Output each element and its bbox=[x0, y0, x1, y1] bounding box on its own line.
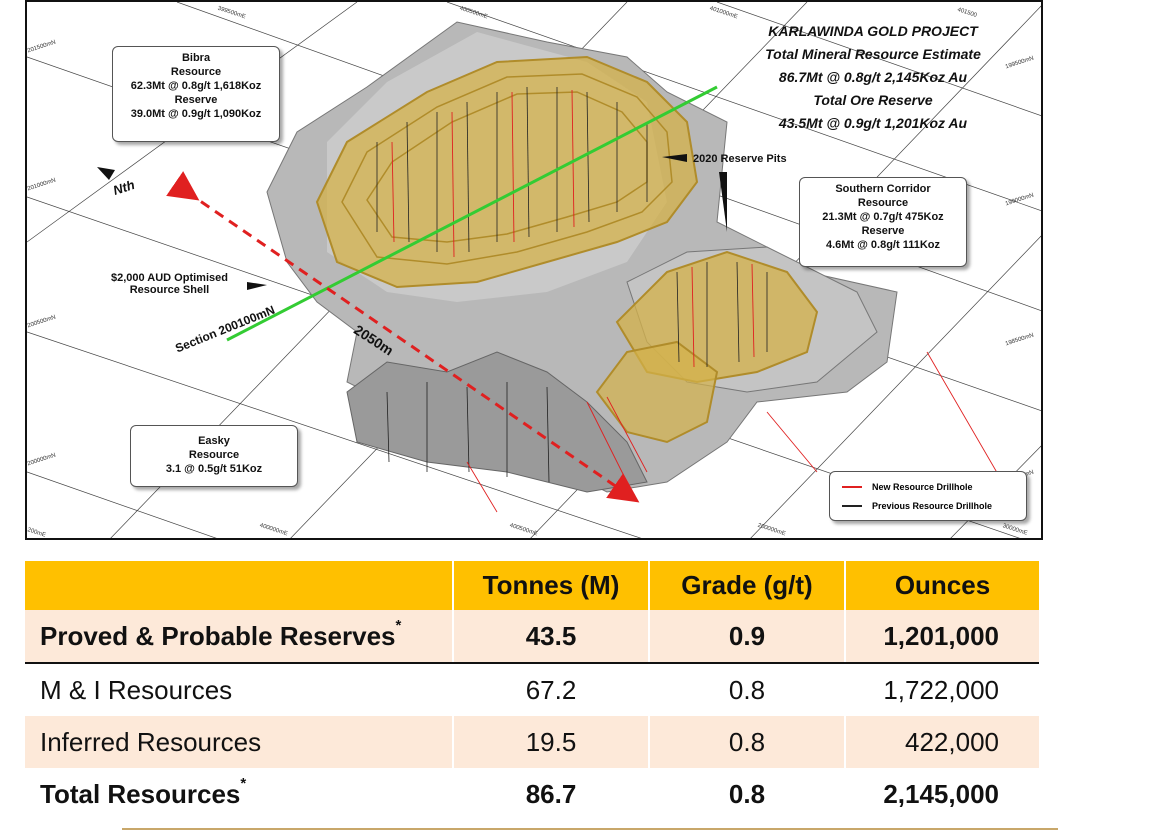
tonnes-cell: 43.5 bbox=[453, 610, 650, 664]
north-arrow-icon bbox=[97, 167, 115, 180]
grade-cell: 0.8 bbox=[649, 768, 846, 820]
row-label-text: Inferred Resources bbox=[40, 726, 262, 757]
callout-line: 21.3Mt @ 0.7g/t 475Koz bbox=[822, 211, 944, 223]
footnote-mark: * bbox=[240, 774, 247, 792]
row-label: Proved & Probable Reserves* bbox=[25, 610, 454, 664]
callout-line: Easky bbox=[198, 435, 230, 447]
tonnes-cell: 19.5 bbox=[453, 716, 650, 768]
row-label: M & I Resources bbox=[25, 663, 454, 716]
table-row: Total Resources* 86.7 0.8 2,145,000 bbox=[25, 768, 1039, 820]
callout-line: 39.0Mt @ 0.9g/t 1,090Koz bbox=[130, 108, 262, 120]
ounces-cell: 2,145,000 bbox=[845, 768, 1039, 820]
callout-line: Reserve bbox=[174, 94, 218, 106]
row-label-text: M & I Resources bbox=[40, 674, 233, 705]
tonnes-cell: 86.7 bbox=[453, 768, 650, 820]
legend-label: New Resource Drillhole bbox=[872, 482, 973, 492]
pits-pointer bbox=[662, 154, 687, 162]
shell-pointer bbox=[247, 282, 267, 290]
legend-label: Previous Resource Drillhole bbox=[872, 501, 993, 511]
summary-line: Total Ore Reserve bbox=[813, 92, 933, 108]
table-row: Proved & Probable Reserves* 43.5 0.9 1,2… bbox=[25, 610, 1039, 664]
row-label-text: Total Resources bbox=[40, 778, 241, 809]
drillhole-legend: New Resource Drillhole Previous Resource… bbox=[829, 471, 1027, 521]
summary-line: Total Mineral Resource Estimate bbox=[765, 46, 981, 62]
summary-line: 86.7Mt @ 0.8g/t 2,145Koz Au bbox=[778, 69, 968, 85]
header-tonnes: Tonnes (M) bbox=[453, 561, 650, 610]
project-summary: KARLAWINDA GOLD PROJECT Total Mineral Re… bbox=[733, 20, 1013, 135]
callout-line: 62.3Mt @ 0.8g/t 1,618Koz bbox=[130, 80, 262, 92]
header-blank bbox=[25, 561, 454, 610]
header-ounces: Ounces bbox=[845, 561, 1039, 610]
callout-line: Resource bbox=[857, 197, 909, 209]
shell-line: Resource Shell bbox=[129, 284, 210, 296]
header-grade: Grade (g/t) bbox=[649, 561, 846, 610]
tonnes-cell: 67.2 bbox=[453, 663, 650, 716]
new-drillhole-swatch bbox=[842, 486, 862, 488]
southern-corridor-callout: Southern Corridor Resource 21.3Mt @ 0.7g… bbox=[799, 177, 967, 267]
grade-cell: 0.8 bbox=[649, 716, 846, 768]
grade-cell: 0.9 bbox=[649, 610, 846, 664]
callout-line: Resource bbox=[188, 449, 240, 461]
shell-line: $2,000 AUD Optimised bbox=[111, 272, 228, 284]
row-label: Total Resources* bbox=[25, 768, 454, 820]
orebody-drawing bbox=[27, 2, 1041, 538]
easky-callout: Easky Resource 3.1 @ 0.5g/t 51Koz bbox=[130, 425, 298, 487]
callout-line: 3.1 @ 0.5g/t 51Koz bbox=[165, 463, 263, 475]
summary-line: 43.5Mt @ 0.9g/t 1,201Koz Au bbox=[778, 115, 968, 131]
ounces-cell: 1,201,000 bbox=[845, 610, 1039, 664]
callout-line: 4.6Mt @ 0.8g/t 111Koz bbox=[825, 239, 941, 251]
resource-table: Tonnes (M) Grade (g/t) Ounces Proved & P… bbox=[25, 561, 1039, 820]
summary-line: KARLAWINDA GOLD PROJECT bbox=[768, 23, 978, 39]
resource-shell-label: $2,000 AUD Optimised Resource Shell bbox=[111, 272, 228, 296]
bibra-callout: Bibra Resource 62.3Mt @ 0.8g/t 1,618Koz … bbox=[112, 46, 280, 142]
callout-line: Reserve bbox=[861, 225, 905, 237]
row-label-text: Proved & Probable Reserves bbox=[40, 620, 396, 651]
length-arrow bbox=[166, 171, 640, 503]
table-row: Inferred Resources 19.5 0.8 422,000 bbox=[25, 716, 1039, 768]
callout-line: Bibra bbox=[181, 52, 211, 64]
grade-cell: 0.8 bbox=[649, 663, 846, 716]
table-header-row: Tonnes (M) Grade (g/t) Ounces bbox=[25, 561, 1039, 610]
callout-line: Southern Corridor bbox=[835, 183, 931, 195]
pits-pointer-2 bbox=[719, 172, 727, 232]
table-row: M & I Resources 67.2 0.8 1,722,000 bbox=[25, 663, 1039, 716]
reserve-pits-label: 2020 Reserve Pits bbox=[693, 153, 787, 165]
orebody-3d-view: 201500mN 201000mN 200500mN 200000mN 200m… bbox=[25, 0, 1043, 540]
legend-previous: Previous Resource Drillhole bbox=[842, 501, 992, 511]
legend-new: New Resource Drillhole bbox=[842, 482, 973, 492]
bottom-divider bbox=[122, 828, 1058, 830]
callout-line: Resource bbox=[170, 66, 222, 78]
ounces-cell: 1,722,000 bbox=[845, 663, 1039, 716]
footnote-mark: * bbox=[395, 616, 402, 634]
row-label: Inferred Resources bbox=[25, 716, 454, 768]
ounces-cell: 422,000 bbox=[845, 716, 1039, 768]
previous-drillhole-swatch bbox=[842, 505, 862, 507]
